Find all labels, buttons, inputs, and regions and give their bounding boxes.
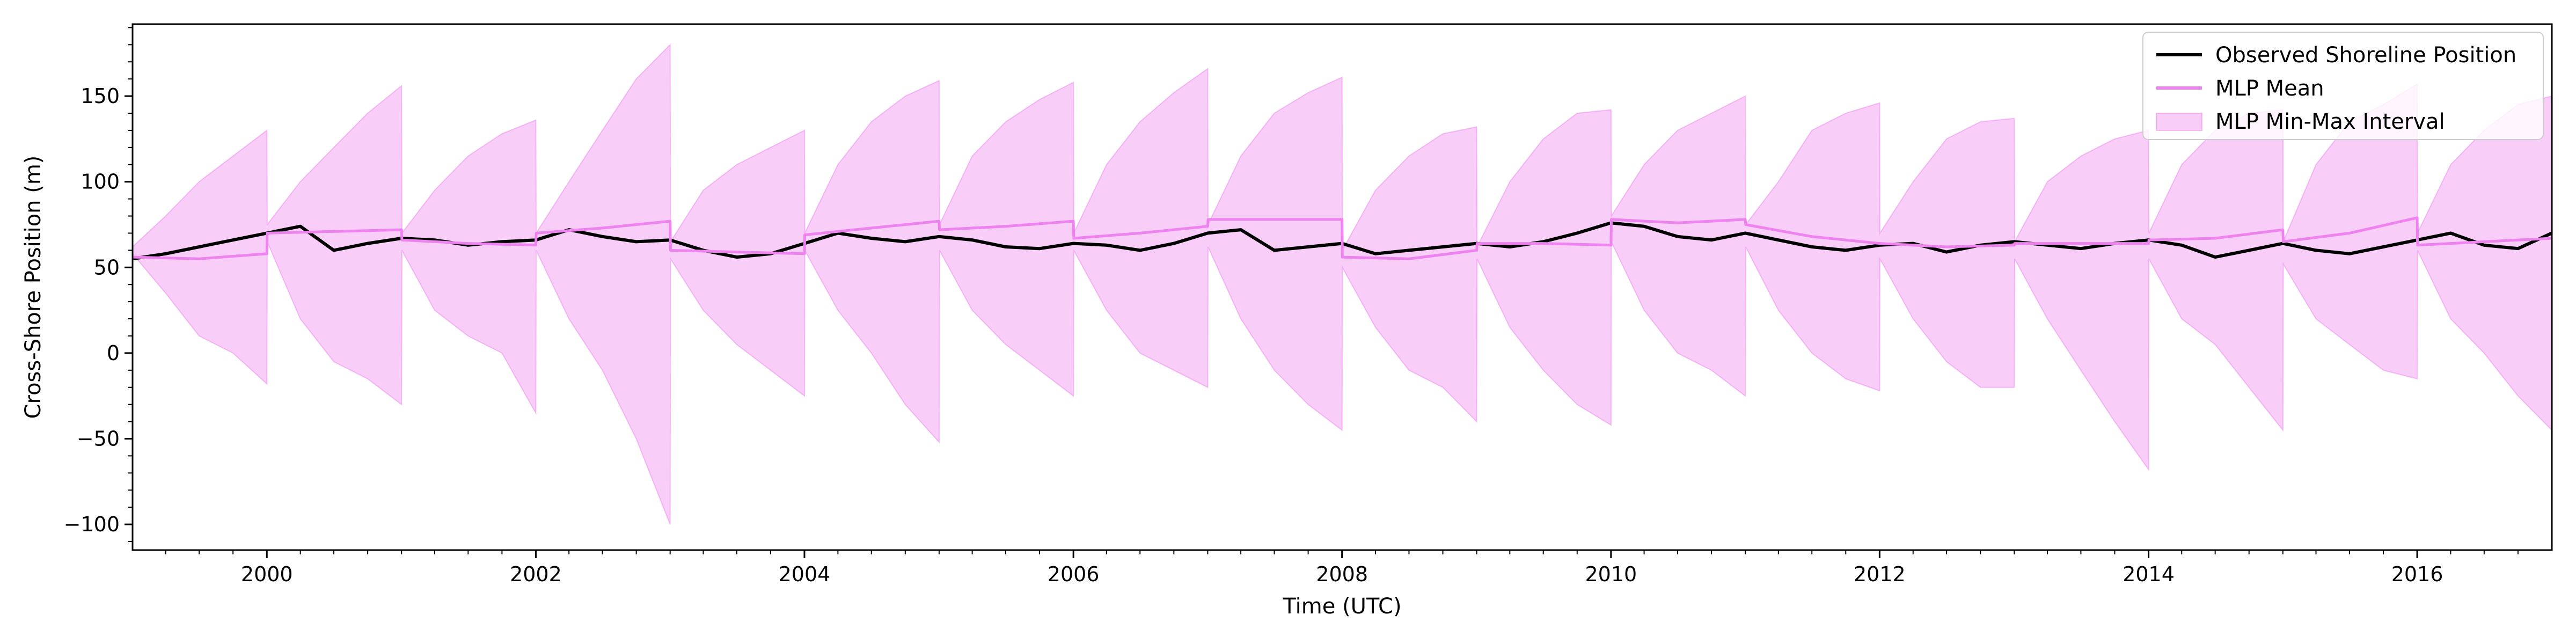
y-axis-label: Cross-Shore Position (m) — [21, 156, 46, 419]
y-tick-label: −100 — [64, 513, 120, 536]
x-tick-label: 2012 — [1854, 562, 1906, 586]
x-tick-label: 2008 — [1316, 562, 1368, 586]
legend: Observed Shoreline Position MLP Mean MLP M… — [2142, 32, 2544, 140]
x-tick-label: 2002 — [510, 562, 562, 586]
x-tick-label: 2016 — [2391, 562, 2443, 586]
axes-layer: −100 −50 0 50 100 150 2000 2002 2004 2006 2008 2010… — [21, 23, 2553, 619]
legend-box — [2142, 32, 2544, 140]
legend-swatch-band — [2156, 113, 2202, 131]
line-layer — [132, 216, 2553, 261]
y-tick-label: 0 — [107, 341, 120, 365]
x-tick-label: 2000 — [241, 562, 293, 586]
y-tick-label: 50 — [94, 255, 120, 279]
legend-label: MLP Min-Max Interval — [2215, 109, 2445, 134]
x-tick-label: 2010 — [1585, 562, 1637, 586]
y-tick-label: −50 — [77, 427, 120, 451]
y-tick-label: 100 — [80, 170, 120, 194]
x-axis-label: Time (UTC) — [1282, 594, 1401, 619]
x-tick-label: 2006 — [1048, 562, 1100, 586]
mlp-mean-line — [132, 216, 2552, 260]
legend-label: Observed Shoreline Position — [2215, 43, 2516, 68]
x-tick-label: 2014 — [2123, 562, 2175, 586]
x-tick-label: 2004 — [779, 562, 831, 586]
legend-label: MLP Mean — [2215, 76, 2324, 101]
y-tick-label: 150 — [80, 84, 120, 108]
